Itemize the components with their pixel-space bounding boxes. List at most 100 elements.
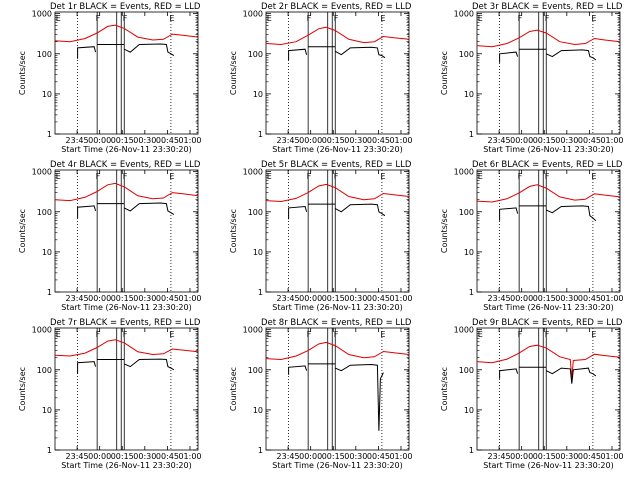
x-tick-label: 00:45 xyxy=(367,452,390,461)
x-tick-label: 23:45 xyxy=(488,294,511,303)
detector-panel-9: Det 9r BLACK = Events, RED = LLD 1 10 100 10… xyxy=(440,318,624,470)
x-tick-label: 00:45 xyxy=(156,452,179,461)
x-tick-label: 00:45 xyxy=(578,452,601,461)
x-axis-label: Start Time (26-Nov-11 23:30:20) xyxy=(272,461,402,470)
annotation-label: E xyxy=(169,330,174,339)
x-tick-label: 01:00 xyxy=(178,136,201,145)
y-tick-label: 1 xyxy=(469,288,474,297)
y-tick-label: 10 xyxy=(253,90,263,99)
y-tick-label: 100 xyxy=(459,366,474,375)
x-tick-label: 00:00 xyxy=(510,452,533,461)
annotation-label: E xyxy=(478,330,483,339)
detector-panel-5: Det 5r BLACK = Events, RED = LLD 1 10 100 10… xyxy=(229,160,413,312)
y-tick-label: 10 xyxy=(42,90,52,99)
panel-title: Det 4r BLACK = Events, RED = LLD xyxy=(50,160,201,170)
annotation-label: F xyxy=(307,330,312,339)
y-tick-label: 100 xyxy=(248,366,263,375)
annotation-label: F xyxy=(307,172,312,181)
y-tick-label: 1 xyxy=(47,130,52,139)
annotation-label: E xyxy=(56,14,61,23)
panel-title: Det 9r BLACK = Events, RED = LLD xyxy=(472,318,623,328)
y-tick-label: 1 xyxy=(258,130,263,139)
annotation-label: F xyxy=(123,172,128,181)
y-axis-label: Counts/sec xyxy=(18,209,27,253)
annotation-label: F xyxy=(545,172,550,181)
plot-frame xyxy=(54,169,199,293)
y-tick-label: 1000 xyxy=(32,168,52,177)
annotation-label: E xyxy=(267,14,272,23)
series-line-events xyxy=(77,205,97,218)
annotation-label: F xyxy=(334,14,339,23)
x-tick-label: 01:00 xyxy=(389,294,412,303)
y-tick-label: 100 xyxy=(37,208,52,217)
series-line-events xyxy=(77,46,97,59)
x-tick-label: 01:00 xyxy=(389,452,412,461)
y-tick-label: 1000 xyxy=(454,10,474,19)
x-tick-label: 00:45 xyxy=(156,294,179,303)
y-axis-label: Counts/sec xyxy=(229,367,238,411)
y-tick-label: 1 xyxy=(258,288,263,297)
plot-frame xyxy=(476,11,621,135)
x-tick-label: 01:00 xyxy=(389,136,412,145)
panel-title: Det 2r BLACK = Events, RED = LLD xyxy=(261,2,412,12)
x-tick-label: 00:45 xyxy=(578,136,601,145)
panel-title: Det 6r BLACK = Events, RED = LLD xyxy=(472,160,623,170)
annotation-label: E xyxy=(478,172,483,181)
y-tick-label: 1000 xyxy=(454,168,474,177)
annotation-label: F xyxy=(334,330,339,339)
series-line-lld xyxy=(54,182,199,202)
series-line-lld xyxy=(54,24,199,43)
annotation-label: E xyxy=(380,172,385,181)
y-tick-label: 1000 xyxy=(32,10,52,19)
series-line-lld xyxy=(265,26,410,46)
annotation-label: F xyxy=(307,14,312,23)
x-tick-label: 00:30 xyxy=(344,136,367,145)
y-tick-label: 10 xyxy=(42,406,52,415)
series-line-events xyxy=(77,361,97,374)
y-axis-label: Counts/sec xyxy=(440,51,449,95)
y-tick-label: 1 xyxy=(469,130,474,139)
x-tick-label: 00:15 xyxy=(533,136,556,145)
x-tick-label: 23:45 xyxy=(66,136,89,145)
x-axis-label: Start Time (26-Nov-11 23:30:20) xyxy=(483,145,613,154)
series-line-events xyxy=(288,205,308,220)
x-tick-label: 00:15 xyxy=(322,294,345,303)
annotation-label: F xyxy=(518,172,523,181)
y-axis-label: Counts/sec xyxy=(440,209,449,253)
x-tick-label: 00:00 xyxy=(299,136,322,145)
annotation-label: E xyxy=(56,330,61,339)
x-axis-label: Start Time (26-Nov-11 23:30:20) xyxy=(272,303,402,312)
annotation-label: F xyxy=(96,14,101,23)
panel-title: Det 8r BLACK = Events, RED = LLD xyxy=(261,318,412,328)
plot-frame xyxy=(265,11,410,135)
annotation-label: F xyxy=(518,330,523,339)
x-tick-label: 00:15 xyxy=(533,452,556,461)
x-tick-label: 00:15 xyxy=(111,136,134,145)
series-line-lld xyxy=(476,29,621,48)
x-tick-label: 23:45 xyxy=(488,136,511,145)
y-tick-label: 1000 xyxy=(32,326,52,335)
annotation-label: E xyxy=(169,14,174,23)
annotation-label: F xyxy=(123,14,128,23)
series-line-events xyxy=(123,202,175,216)
series-line-lld xyxy=(265,183,410,203)
y-tick-label: 1 xyxy=(47,446,52,455)
x-tick-label: 00:30 xyxy=(344,294,367,303)
detector-panel-8: Det 8r BLACK = Events, RED = LLD 1 10 100 10… xyxy=(229,318,413,470)
y-tick-label: 1000 xyxy=(243,168,263,177)
x-tick-label: 00:30 xyxy=(133,136,156,145)
y-tick-label: 10 xyxy=(464,90,474,99)
x-tick-label: 00:00 xyxy=(299,294,322,303)
x-tick-label: 00:00 xyxy=(510,136,533,145)
annotation-label: E xyxy=(56,172,61,181)
y-tick-label: 10 xyxy=(42,248,52,257)
y-tick-label: 1000 xyxy=(243,326,263,335)
y-tick-label: 1 xyxy=(469,446,474,455)
y-tick-label: 10 xyxy=(464,406,474,415)
x-tick-label: 00:15 xyxy=(322,136,345,145)
annotation-label: E xyxy=(591,330,596,339)
x-tick-label: 00:15 xyxy=(111,452,134,461)
panel-title: Det 1r BLACK = Events, RED = LLD xyxy=(50,2,201,12)
